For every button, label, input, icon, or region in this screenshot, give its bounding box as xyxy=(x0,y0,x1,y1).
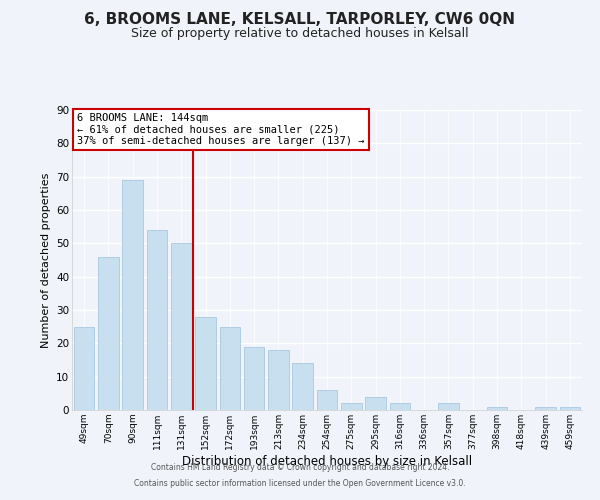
Bar xyxy=(244,346,265,410)
Bar xyxy=(171,244,191,410)
Y-axis label: Number of detached properties: Number of detached properties xyxy=(41,172,50,348)
Bar xyxy=(341,404,362,410)
Bar xyxy=(74,326,94,410)
X-axis label: Distribution of detached houses by size in Kelsall: Distribution of detached houses by size … xyxy=(182,454,472,468)
Bar xyxy=(122,180,143,410)
Text: Size of property relative to detached houses in Kelsall: Size of property relative to detached ho… xyxy=(131,28,469,40)
Bar xyxy=(268,350,289,410)
Text: Contains HM Land Registry data © Crown copyright and database right 2024.: Contains HM Land Registry data © Crown c… xyxy=(151,464,449,472)
Bar xyxy=(535,406,556,410)
Bar xyxy=(220,326,240,410)
Text: Contains public sector information licensed under the Open Government Licence v3: Contains public sector information licen… xyxy=(134,478,466,488)
Bar xyxy=(195,316,216,410)
Text: 6 BROOMS LANE: 144sqm
← 61% of detached houses are smaller (225)
37% of semi-det: 6 BROOMS LANE: 144sqm ← 61% of detached … xyxy=(77,113,365,146)
Text: 6, BROOMS LANE, KELSALL, TARPORLEY, CW6 0QN: 6, BROOMS LANE, KELSALL, TARPORLEY, CW6 … xyxy=(85,12,515,28)
Bar xyxy=(438,404,459,410)
Bar xyxy=(365,396,386,410)
Bar xyxy=(317,390,337,410)
Bar xyxy=(146,230,167,410)
Bar xyxy=(98,256,119,410)
Bar xyxy=(560,406,580,410)
Bar xyxy=(487,406,508,410)
Bar xyxy=(292,364,313,410)
Bar xyxy=(389,404,410,410)
